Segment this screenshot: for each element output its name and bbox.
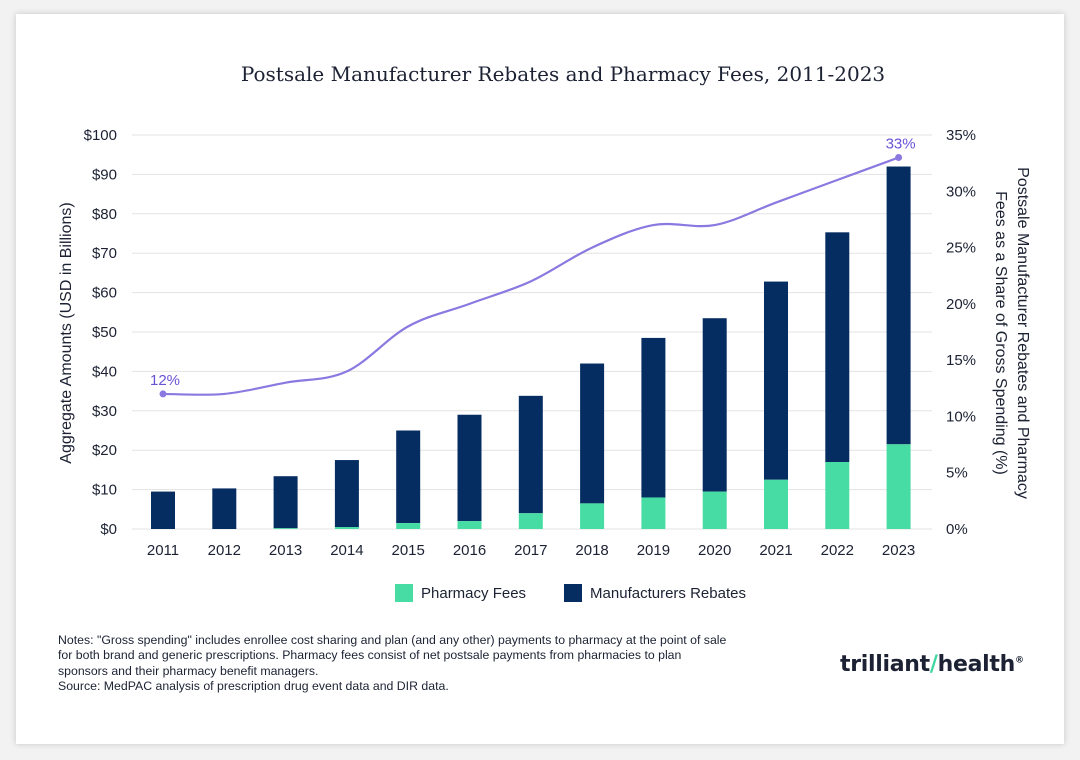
notes-line-3: sponsors and their pharmacy benefit mana… (58, 663, 319, 678)
bar-pharmacy-fees (641, 497, 666, 529)
y2-tick-label: 25% (946, 240, 976, 257)
legend-swatch-manufacturers-rebates (564, 584, 583, 602)
bar-manufacturers-rebates (396, 430, 421, 524)
legend-item-pharmacy-fees: Pharmacy Fees (395, 584, 526, 602)
y2-axis-title: Postsale Manufacturer Rebates and Pharma… (992, 167, 1031, 499)
x-tick-label: 2019 (637, 542, 670, 559)
notes: Notes: "Gross spending" includes enrolle… (58, 633, 818, 695)
logo-text-2: health (937, 652, 1016, 677)
y2-tick-label: 20% (946, 296, 976, 313)
x-tick-label: 2016 (453, 542, 486, 559)
trilliant-health-logo: trilliant/health® (840, 652, 1024, 677)
x-tick-label: 2013 (269, 542, 302, 559)
chart-title: Postsale Manufacturer Rebates and Pharma… (240, 62, 886, 86)
notes-line-2: for both brand and generic prescriptions… (58, 648, 682, 663)
share-point-last (895, 154, 903, 162)
bar-manufacturers-rebates (764, 281, 788, 480)
bar-manufacturers-rebates (886, 166, 911, 445)
bar-manufacturers-rebates (212, 488, 237, 529)
x-tick-label: 2018 (575, 542, 608, 559)
logo-mark: / (929, 652, 938, 677)
y-tick-label: $70 (92, 245, 117, 262)
x-tick-label: 2015 (392, 542, 425, 559)
bar-pharmacy-fees (334, 527, 359, 529)
x-tick-label: 2014 (330, 542, 363, 559)
bar-manufacturers-rebates (151, 491, 175, 529)
share-label-first: 12% (150, 372, 180, 389)
bar-manufacturers-rebates (518, 395, 543, 514)
y-tick-label: $0 (100, 521, 117, 538)
legend-label-pharmacy-fees: Pharmacy Fees (421, 584, 527, 602)
notes-line-4: Source: MedPAC analysis of prescription … (58, 679, 449, 694)
bar-manufacturers-rebates (825, 232, 850, 463)
y-tick-label: $100 (84, 127, 117, 144)
bar-pharmacy-fees (580, 503, 605, 529)
bar-manufacturers-rebates (334, 460, 359, 528)
y-axis-title: Aggregate Amounts (USD in Billions) (58, 202, 75, 463)
y2-tick-label: 15% (946, 352, 976, 369)
gridlines (132, 134, 932, 530)
share-label-last: 33% (886, 136, 916, 153)
axis-ticks: $0 $10 $20 $30 $40 $50 $60 $70 $80 $90 $100 0% 5% 10%… (84, 127, 976, 559)
y-tick-label: $90 (92, 166, 117, 183)
y2-tick-label: 5% (946, 465, 968, 482)
legend-label-manufacturers-rebates: Manufacturers Rebates (590, 584, 746, 602)
bar-manufacturers-rebates (641, 337, 666, 498)
bar-pharmacy-fees (457, 521, 482, 529)
bars (151, 166, 911, 529)
bar-pharmacy-fees (825, 462, 850, 529)
legend-swatch-pharmacy-fees (395, 584, 413, 602)
x-tick-label: 2011 (147, 542, 179, 559)
y-tick-label: $30 (92, 403, 117, 420)
x-tick-label: 2012 (208, 542, 241, 559)
y-tick-label: $50 (92, 324, 117, 341)
bar-pharmacy-fees (764, 479, 788, 529)
bar-manufacturers-rebates (702, 318, 727, 492)
legend: Pharmacy Fees Manufacturers Rebates (395, 584, 784, 602)
x-tick-label: 2020 (698, 542, 731, 559)
y-tick-label: $60 (92, 285, 117, 302)
x-tick-label: 2021 (759, 542, 792, 559)
y2-tick-label: 35% (946, 127, 976, 144)
logo-reg: ® (1014, 655, 1024, 666)
bar-manufacturers-rebates (273, 476, 298, 529)
bar-pharmacy-fees (396, 523, 421, 529)
notes-line-1: Notes: "Gross spending" includes enrolle… (58, 633, 727, 647)
share-point-first (159, 390, 167, 398)
y-tick-label: $40 (92, 363, 117, 380)
y2-axis-title-line2: Fees as a Share of Gross Spending (%) (992, 191, 1009, 475)
x-tick-label: 2017 (514, 542, 547, 559)
share-line: 12% 33% (150, 136, 916, 398)
bar-manufacturers-rebates (580, 363, 605, 504)
logo-text-1: trilliant (840, 652, 930, 677)
legend-item-manufacturers-rebates: Manufacturers Rebates (564, 584, 746, 602)
y2-axis-title-line1: Postsale Manufacturer Rebates and Pharma… (1014, 167, 1031, 499)
bar-pharmacy-fees (886, 444, 911, 529)
y2-tick-label: 30% (946, 183, 976, 200)
bar-manufacturers-rebates (457, 414, 482, 522)
x-tick-label: 2022 (821, 542, 854, 559)
y2-tick-label: 0% (946, 521, 968, 538)
share-line-path (162, 156, 899, 396)
bar-pharmacy-fees (702, 491, 727, 529)
y-tick-label: $10 (92, 482, 117, 499)
y-tick-label: $20 (92, 442, 117, 459)
bar-pharmacy-fees (518, 513, 543, 529)
bar-pharmacy-fees (273, 528, 298, 529)
y-tick-label: $80 (92, 206, 117, 223)
x-tick-label: 2023 (882, 542, 915, 559)
y2-tick-label: 10% (946, 408, 976, 425)
